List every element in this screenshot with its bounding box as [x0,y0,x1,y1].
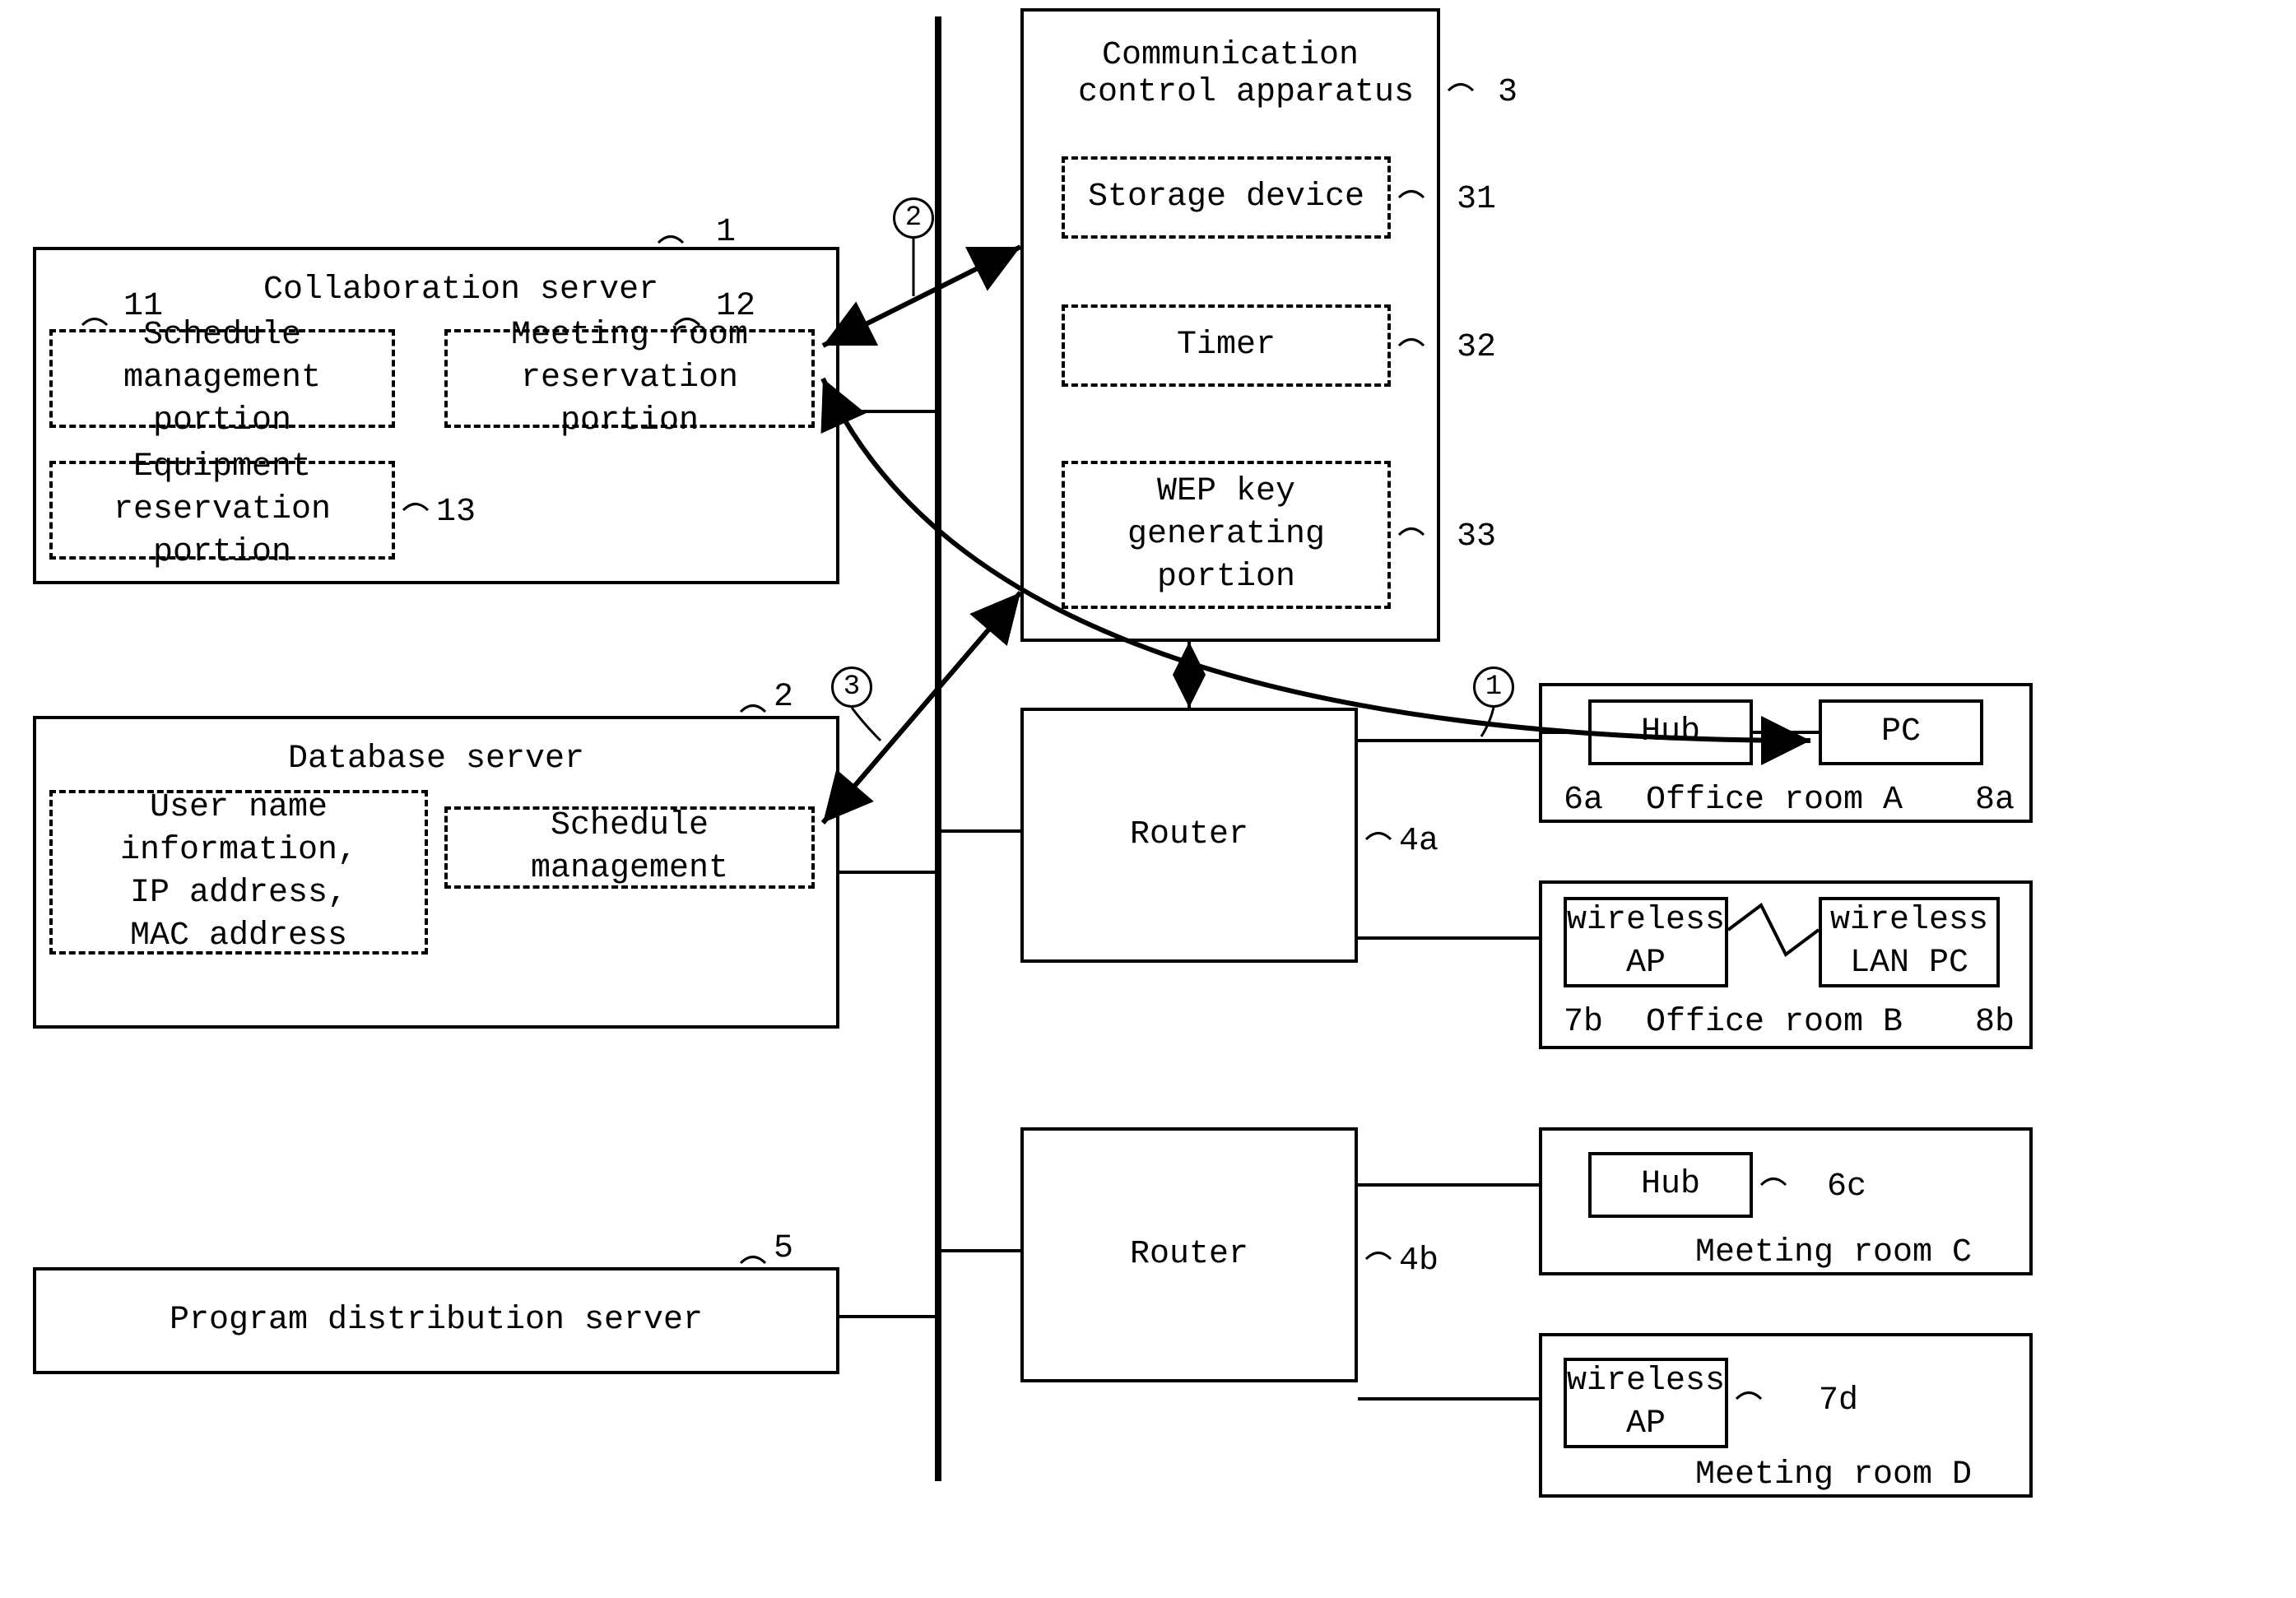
wlan-b-label: wirelessLAN PC [1830,899,1988,985]
wap-b-label: wirelessAP [1567,899,1725,985]
wep-box: WEP keygeneratingportion [1062,461,1391,609]
ref-4a: 4a [1399,823,1438,860]
ref-11: 11 [123,288,163,325]
wap-d-label: wirelessAP [1567,1360,1725,1446]
router-b-label: Router [1130,1233,1248,1276]
router-a-label: Router [1130,814,1248,857]
prog-dist-label: Program distribution server [170,1299,703,1342]
ref-32: 32 [1457,329,1496,366]
ref-3: 3 [1498,74,1517,111]
user-info-box: User name information,IP address,MAC add… [49,790,428,955]
schedule-mgmt-portion: Schedulemanagement portion [49,329,395,428]
equipment-portion: Equipmentreservation portion [49,461,395,560]
ref-12: 12 [716,288,755,325]
schedule-mgmt-label: Schedulemanagement portion [53,314,392,443]
timer-label: Timer [1177,324,1276,367]
collab-server-title: Collaboration server [263,272,658,309]
ref-7d: 7d [1819,1382,1858,1419]
office-a-title: Office room A [1646,782,1903,819]
wap-d-box: wirelessAP [1564,1358,1728,1448]
ref-8a: 8a [1975,782,2015,819]
pc-a-box: PC [1819,699,1983,765]
meeting-room-portion: Meeting roomreservation portion [444,329,815,428]
ref-6a: 6a [1564,782,1603,819]
circled-3: 3 [831,667,872,708]
timer-box: Timer [1062,304,1391,387]
ref-5: 5 [774,1230,793,1267]
db-server-title: Database server [288,741,584,778]
ref-2: 2 [774,679,793,716]
ref-7b: 7b [1564,1004,1603,1041]
prog-dist-box: Program distribution server [33,1267,839,1374]
pc-a-label: PC [1881,711,1921,754]
meeting-c-title: Meeting room C [1695,1234,1972,1271]
router-a-box: Router [1020,708,1358,963]
wlan-b-box: wirelessLAN PC [1819,897,2000,987]
circled-1-num: 1 [1485,671,1502,703]
ref-4b: 4b [1399,1243,1438,1280]
ref-13: 13 [436,494,476,531]
wap-b-box: wirelessAP [1564,897,1728,987]
sched-mgmt2-box: Schedule management [444,806,815,889]
storage-box: Storage device [1062,156,1391,239]
meeting-room-label: Meeting roomreservation portion [448,314,811,443]
ref-8b: 8b [1975,1004,2015,1041]
user-info-label: User name information,IP address,MAC add… [53,787,425,958]
circled-1: 1 [1473,667,1514,708]
ref-33: 33 [1457,518,1496,555]
circled-2: 2 [893,197,934,239]
ref-6c: 6c [1827,1168,1866,1205]
circled-2-num: 2 [905,202,922,234]
wep-label: WEP keygeneratingportion [1127,471,1325,599]
ref-31: 31 [1457,181,1496,218]
ref-1: 1 [716,214,736,251]
hub-c-label: Hub [1641,1164,1700,1206]
sched-mgmt2-label: Schedule management [448,805,811,890]
hub-a-label: Hub [1641,711,1700,754]
storage-label: Storage device [1088,176,1364,219]
meeting-d-title: Meeting room D [1695,1456,1972,1493]
hub-a-box: Hub [1588,699,1753,765]
comm-ctrl-title: Communicationcontrol apparatus [1078,37,1383,111]
hub-c-box: Hub [1588,1152,1753,1218]
equipment-label: Equipmentreservation portion [53,446,392,574]
circled-3-num: 3 [844,671,860,703]
office-b-title: Office room B [1646,1004,1903,1041]
router-b-box: Router [1020,1127,1358,1382]
